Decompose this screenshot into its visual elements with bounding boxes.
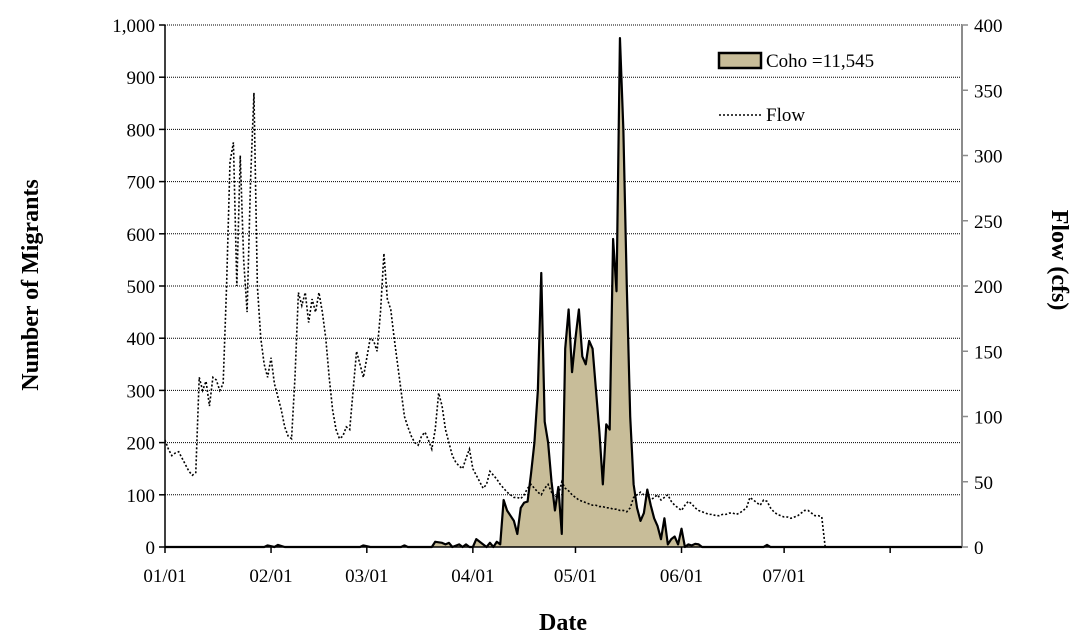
x-tick-label: 01/01 (143, 566, 186, 587)
y-tick-label: 1,000 (112, 16, 155, 37)
gridlines (165, 24, 962, 496)
y-tick-label: 700 (127, 173, 156, 194)
x-tick-label: 02/01 (249, 566, 292, 587)
y-axis-title: Number of Migrants (18, 179, 44, 391)
legend-flow-label: Flow (766, 105, 805, 126)
x-tick-label: 05/01 (554, 566, 597, 587)
y2-tick-label: 150 (974, 342, 1003, 363)
y2-tick-label: 100 (974, 408, 1003, 429)
y2-tick-label: 250 (974, 212, 1003, 233)
tick-labels: 0 100 200 300 400 500 600 700 800 900 1,000 0 50 100 1… (112, 16, 1002, 587)
y2-tick-label: 300 (974, 147, 1003, 168)
x-axis-title: Date (539, 610, 587, 636)
y2-tick-label: 400 (974, 16, 1003, 37)
coho-series (165, 36, 962, 549)
y-tick-label: 900 (127, 68, 156, 89)
x-tick-label: 06/01 (660, 566, 703, 587)
y-tick-label: 0 (146, 538, 156, 559)
legend-coho-label: Coho =11,545 (766, 51, 874, 72)
y2-tick-label: 0 (974, 538, 984, 559)
y-tick-label: 200 (127, 434, 156, 455)
x-tick-label: 04/01 (451, 566, 494, 587)
legend: Coho =11,545 Flow (717, 51, 874, 126)
y2-tick-label: 200 (974, 277, 1003, 298)
y-tick-label: 100 (127, 486, 156, 507)
y2-axis-title: Flow (cfs) (1046, 210, 1072, 311)
legend-coho-swatch (717, 51, 763, 70)
flow-line (164, 92, 826, 548)
coho-line (165, 36, 962, 549)
y-tick-label: 400 (127, 329, 156, 350)
y-tick-label: 300 (127, 381, 156, 402)
y2-tick-label: 350 (974, 81, 1003, 102)
y2-tick-label: 50 (974, 473, 993, 494)
y-tick-label: 500 (127, 277, 156, 298)
flow-series (164, 92, 826, 548)
x-tick-label: 07/01 (762, 566, 805, 587)
y-tick-label: 600 (127, 225, 156, 246)
x-tick-label: 03/01 (345, 566, 388, 587)
y-tick-label: 800 (127, 120, 156, 141)
